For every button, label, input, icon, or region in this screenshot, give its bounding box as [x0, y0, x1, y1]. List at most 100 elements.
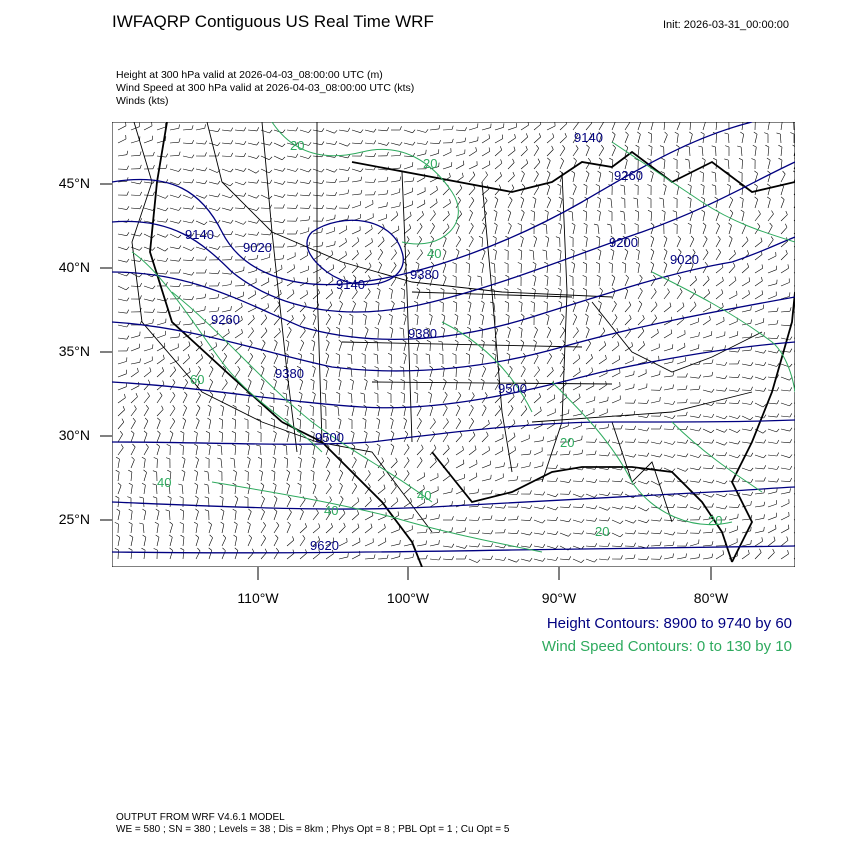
wind-barb: [559, 123, 567, 131]
wind-barb-flag: [138, 274, 143, 278]
wind-barb-flag: [679, 288, 683, 292]
wind-barb-flag: [776, 132, 781, 135]
wind-barb: [403, 487, 411, 495]
wind-barb: [481, 423, 490, 430]
wind-barb-flag: [376, 417, 380, 421]
wind-barb: [663, 348, 673, 352]
wind-barb-flag: [438, 340, 443, 343]
wind-barb-flag: [178, 219, 182, 224]
wind-barb-flag: [347, 552, 349, 557]
wind-barb-flag: [701, 209, 705, 213]
wind-barb: [182, 155, 192, 159]
wind-barb: [663, 361, 673, 365]
wind-barb-flag: [786, 536, 789, 541]
wind-barb: [780, 147, 783, 157]
wind-barb: [156, 259, 166, 262]
wind-barb: [662, 198, 665, 209]
wind-barb-flag: [535, 170, 539, 175]
wind-barb-flag: [116, 508, 121, 512]
wind-barb-flag: [361, 353, 366, 356]
wind-barb: [221, 207, 231, 211]
wind-barb: [624, 122, 631, 131]
wind-barb: [130, 194, 141, 196]
wind-barb-flag: [373, 128, 377, 133]
wind-barb-flag: [545, 235, 549, 239]
wind-barb: [546, 186, 551, 196]
wind-barb-flag: [425, 129, 429, 133]
wind-barb: [780, 240, 788, 248]
wind-barb: [429, 543, 439, 547]
wind-barb: [220, 445, 223, 456]
wind-barb: [156, 181, 166, 184]
wind-barb: [221, 142, 232, 145]
wind-barb-flag: [648, 144, 653, 148]
wind-barb: [273, 368, 277, 378]
wind-barb-flag: [115, 469, 120, 473]
wind-barb-flag: [704, 235, 708, 240]
wind-barb: [442, 421, 449, 430]
wind-barb: [286, 393, 288, 404]
wind-barb: [637, 480, 647, 485]
wind-barb-flag: [191, 232, 195, 237]
weather-map: 9140 9260 9140 9020 9140 9380 9200 9260 …: [112, 122, 795, 567]
wind-barb: [520, 303, 523, 313]
wind-barb-flag: [282, 167, 286, 172]
wind-barb: [130, 259, 140, 262]
wind-barb-flag: [321, 241, 324, 246]
wind-barb-flag: [503, 504, 507, 509]
wind-barb-flag: [581, 519, 585, 523]
wind-barb: [780, 467, 790, 470]
wind-barb-flag: [127, 496, 132, 499]
wind-barb-flag: [736, 429, 741, 433]
wind-barb-flag: [319, 276, 321, 281]
wind-barb: [663, 454, 673, 458]
wind-barb: [195, 524, 198, 534]
wind-barb: [715, 122, 718, 131]
wind-barb-flag: [583, 235, 588, 239]
wind-barb: [780, 480, 791, 482]
wind-barb-flag: [152, 308, 155, 313]
wind-barb-flag: [547, 157, 551, 161]
wind-barb-flag: [722, 550, 724, 555]
wind-barb-flag: [360, 168, 364, 172]
wind-barb: [533, 277, 537, 287]
height-label: 9260: [211, 312, 240, 327]
wind-barb: [571, 211, 574, 222]
wind-barb: [429, 277, 433, 287]
wind-barb-flag: [602, 327, 606, 332]
wind-barb: [364, 316, 367, 326]
wind-barb-flag: [701, 157, 706, 161]
wind-barb-flag: [594, 543, 598, 547]
wind-barb: [468, 150, 477, 157]
wind-barb: [169, 141, 180, 144]
wind-barb-flag: [733, 262, 736, 267]
wind-barb: [156, 537, 160, 547]
wind-barb: [234, 432, 236, 443]
wind-barb-flag: [604, 341, 607, 346]
wind-barb: [117, 138, 127, 144]
wind-barb: [221, 382, 228, 391]
wind-barb: [715, 146, 717, 157]
wind-barb: [182, 142, 193, 144]
wind-barb: [117, 373, 127, 378]
wind-barb: [286, 129, 296, 132]
wind-barb-flag: [222, 547, 226, 551]
wind-barb: [494, 212, 498, 222]
wind-barb: [117, 337, 127, 340]
wind-barb-flag: [607, 517, 611, 522]
wind-barb-flag: [633, 530, 637, 535]
wind-barb-flag: [365, 443, 369, 447]
wind-barb: [273, 537, 279, 547]
wind-barb: [377, 180, 387, 183]
wind-barb: [637, 387, 647, 391]
wind-barb: [390, 155, 401, 157]
wind-barb: [741, 309, 751, 313]
wind-barb-flag: [607, 492, 611, 496]
wind-barb: [117, 298, 127, 302]
wind-barb: [377, 420, 381, 430]
wind-barb: [572, 135, 578, 144]
wind-barb-flag: [317, 289, 320, 294]
chart-title: IWFAQRP Contiguous US Real Time WRF: [112, 12, 434, 31]
wind-barb-flag: [611, 274, 616, 278]
wind-barb: [572, 397, 581, 404]
